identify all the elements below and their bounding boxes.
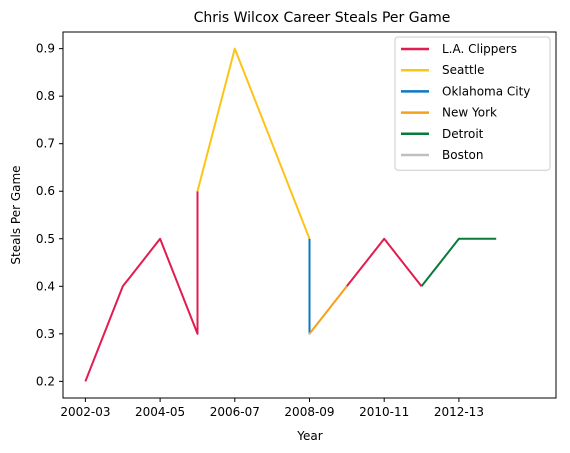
legend-label-detroit: Detroit [442,127,484,141]
y-tick-label: 0.7 [36,137,55,151]
series-point-boston [308,333,310,335]
x-axis: 2002-03 2004-05 2006-07 2008-09 2010-11 2012-… [60,398,484,419]
y-tick-label: 0.4 [36,279,55,293]
x-tick-label: 2002-03 [60,405,110,419]
x-tick-label: 2010-11 [359,405,409,419]
y-axis-label: Steals Per Game [9,165,23,264]
series-line-detroit [422,239,497,286]
x-tick-label: 2012-13 [434,405,484,419]
series-line-new-york [310,286,347,334]
y-tick-label: 0.3 [36,327,55,341]
series-line-seattle [198,49,310,239]
y-tick-label: 0.2 [36,374,55,388]
legend: L.A. Clippers Seattle Oklahoma City New Yor… [395,37,550,170]
legend-label-l-a-clippers: L.A. Clippers [442,42,517,56]
x-tick-label: 2006-07 [210,405,260,419]
y-axis: 0.2 0.3 0.4 0.5 0.6 0.7 0.8 0.9 [36,42,63,389]
chart-title: Chris Wilcox Career Steals Per Game [194,10,451,26]
legend-label-new-york: New York [442,106,497,120]
series-line-l-a-clippers [85,191,197,381]
x-tick-label: 2008-09 [284,405,334,419]
legend-label-boston: Boston [442,148,483,162]
x-tick-label: 2004-05 [135,405,185,419]
legend-label-oklahoma-city: Oklahoma City [442,84,530,98]
y-tick-label: 0.9 [36,42,55,56]
y-tick-label: 0.8 [36,89,55,103]
y-tick-label: 0.6 [36,184,55,198]
series-line-l-a-clippers [347,239,422,286]
x-axis-label: Year [296,429,322,443]
y-tick-label: 0.5 [36,232,55,246]
legend-label-seattle: Seattle [442,63,484,77]
